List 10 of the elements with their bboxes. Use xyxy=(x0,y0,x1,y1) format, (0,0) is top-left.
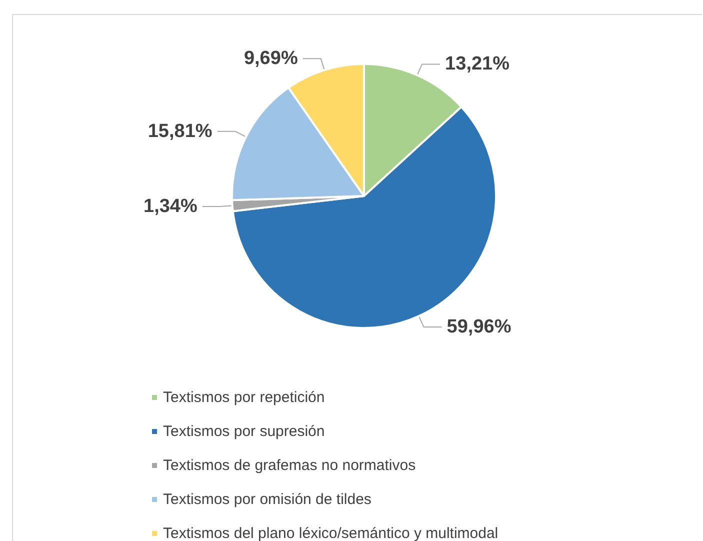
legend-label: Textismos por repetición xyxy=(163,389,325,406)
data-label: 13,21% xyxy=(445,54,510,75)
legend-label: Textismos de grafemas no normativos xyxy=(163,457,416,474)
data-label: 9,69% xyxy=(244,48,298,70)
legend-label: Textismos del plano léxico/semántico y multimodal xyxy=(163,525,498,541)
legend-label: Textismos por supresión xyxy=(163,423,325,440)
legend-label: Textismos por omisión de tildes xyxy=(163,491,372,508)
data-label: 1,34% xyxy=(144,196,198,218)
data-label: 59,96% xyxy=(446,316,512,338)
data-label: 15,81% xyxy=(148,120,212,142)
